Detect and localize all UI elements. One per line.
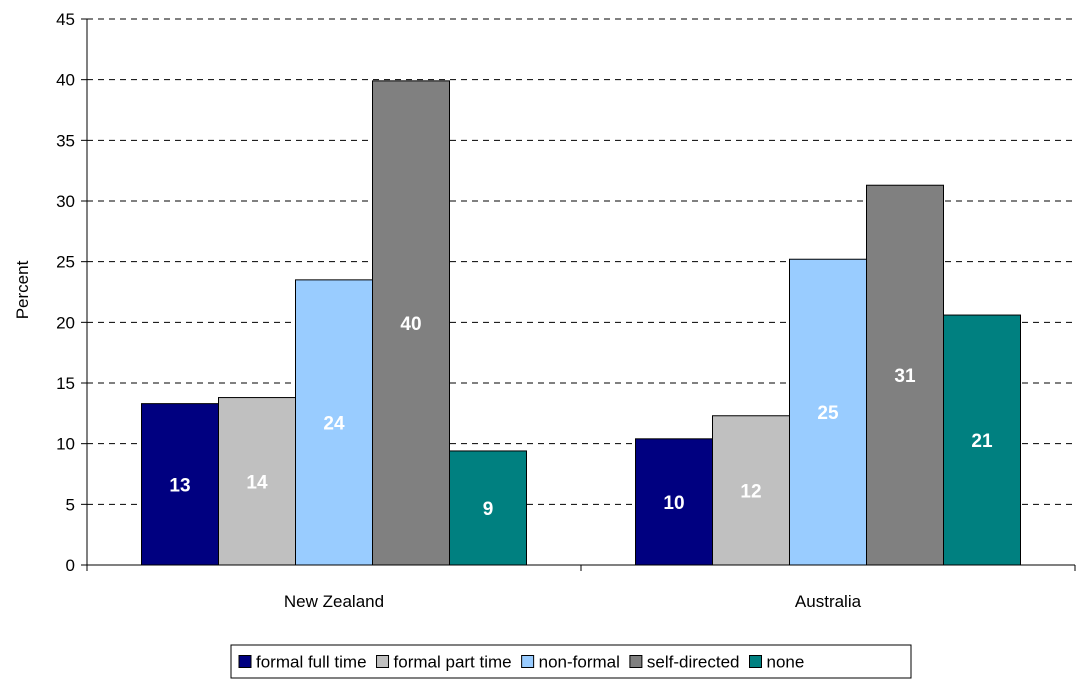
y-axis-label: Percent <box>13 260 32 319</box>
y-tick-label: 30 <box>56 192 75 211</box>
y-tick-label: 5 <box>66 495 75 514</box>
bar-data-label: 9 <box>483 499 494 520</box>
bar <box>372 80 450 566</box>
y-tick-label: 45 <box>56 10 75 29</box>
y-tick-label: 15 <box>56 374 75 393</box>
bar-data-label: 21 <box>971 431 993 452</box>
legend-swatch <box>238 655 252 668</box>
bar <box>449 450 527 566</box>
x-category-label: New Zealand <box>284 592 384 611</box>
bar <box>295 279 373 566</box>
y-tick-label: 0 <box>66 556 75 575</box>
bar <box>141 403 219 566</box>
bar <box>789 258 867 566</box>
legend-swatch <box>376 655 390 668</box>
bar-data-label: 40 <box>400 314 421 335</box>
legend-swatch <box>521 655 535 668</box>
legend: formal full time formal part time non-form… <box>230 644 912 679</box>
y-tick-label: 35 <box>56 131 75 150</box>
y-tick-label: 10 <box>56 435 75 454</box>
bar-data-label: 12 <box>740 481 761 502</box>
bar-data-label: 31 <box>894 366 916 387</box>
legend-label: none <box>767 653 805 672</box>
legend-box <box>230 644 912 679</box>
y-tick-label: 40 <box>56 71 75 90</box>
bar-data-label: 14 <box>246 472 268 493</box>
y-tick-label: 20 <box>56 313 75 332</box>
bar <box>218 397 296 566</box>
legend-label: formal full time <box>256 653 367 672</box>
bar-data-label: 25 <box>817 403 839 424</box>
y-tick-label: 25 <box>56 253 75 272</box>
bar <box>635 438 713 566</box>
legend-label: self-directed <box>647 653 740 672</box>
bar <box>943 314 1021 566</box>
legend-label: formal part time <box>394 653 512 672</box>
bar-data-label: 13 <box>169 475 190 496</box>
x-category-label: Australia <box>795 592 862 611</box>
bars: 13 14 24 40 9 10 12 25 31 21 <box>141 80 1021 566</box>
y-tick-labels: 0 5 10 15 20 25 30 35 40 45 <box>56 10 75 575</box>
legend-swatch <box>629 655 643 668</box>
legend-swatch <box>749 655 762 668</box>
axes <box>81 18 1076 571</box>
bar-data-label: 10 <box>663 493 684 514</box>
bar-data-label: 24 <box>323 413 345 434</box>
legend-label: non-formal <box>539 653 620 672</box>
x-category-labels: New Zealand Australia <box>284 592 862 611</box>
